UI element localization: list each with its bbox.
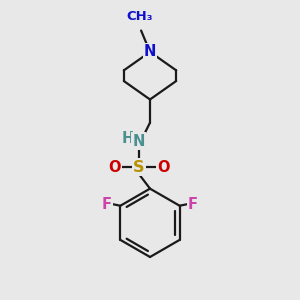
- Text: N: N: [133, 134, 145, 148]
- Text: CH₃: CH₃: [126, 10, 153, 23]
- Text: S: S: [133, 160, 145, 175]
- Text: F: F: [102, 197, 112, 212]
- Text: N: N: [144, 44, 156, 59]
- Text: O: O: [108, 160, 121, 175]
- Text: H: H: [121, 131, 134, 146]
- Text: F: F: [188, 197, 198, 212]
- Text: O: O: [157, 160, 169, 175]
